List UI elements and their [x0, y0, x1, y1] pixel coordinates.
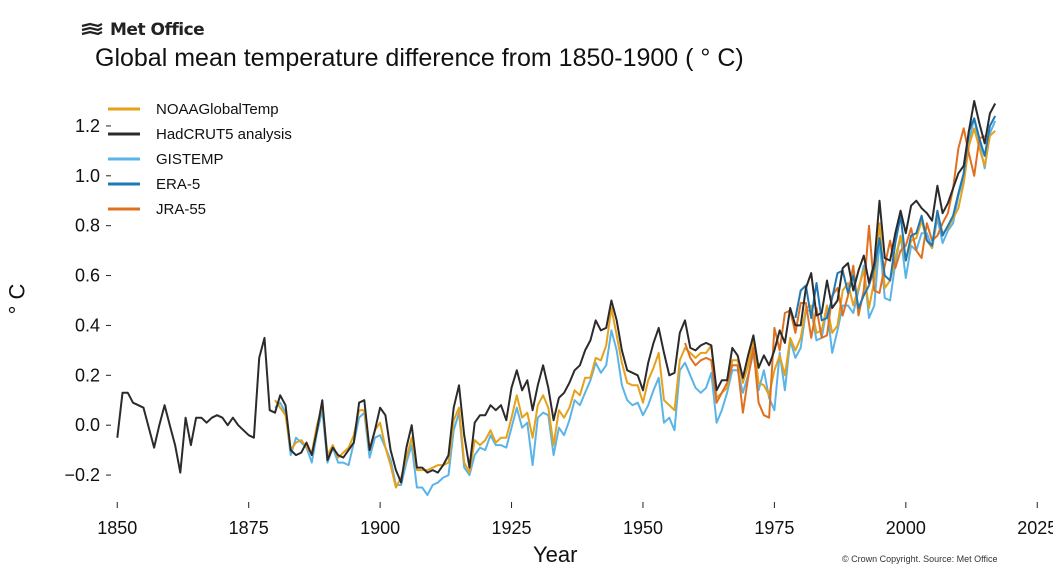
legend-label: HadCRUT5 analysis: [156, 126, 292, 143]
x-tick-label: 1900: [360, 518, 400, 538]
y-tick-label: 0.6: [75, 266, 100, 286]
y-tick-label: 0.4: [75, 315, 100, 335]
x-tick-label: 2025: [1017, 518, 1053, 538]
legend-label: JRA-55: [156, 201, 206, 218]
chart-axes: −0.2 0.0 0.2 0.4 0.6 0.8 1.0 1.2 1850 1875 1900 192…: [64, 116, 1053, 538]
y-tick-label: 0.8: [75, 216, 100, 236]
x-axis-label: Year: [533, 542, 578, 567]
series-line-era-5: [794, 115, 997, 322]
y-tick-label: 1.0: [75, 166, 100, 186]
chart-title: Global mean temperature difference from …: [95, 44, 744, 72]
legend-label: ERA-5: [156, 176, 200, 193]
x-tick-label: 1925: [492, 518, 532, 538]
legend-label: GISTEMP: [156, 151, 224, 168]
series-line-noaaglobaltemp: [274, 127, 996, 489]
series-line-jra-55: [684, 127, 986, 419]
x-tick-label: 1875: [229, 518, 269, 538]
y-tick-label: 0.0: [75, 415, 100, 435]
y-tick-label: −0.2: [64, 465, 100, 485]
series-line-hadcrut5-analysis: [116, 100, 997, 484]
x-tick-label: 2000: [886, 518, 926, 538]
met-office-logo-text: Met Office: [110, 20, 205, 40]
chart-series: [116, 100, 997, 496]
x-tick-label: 1850: [97, 518, 137, 538]
copyright-credit: © Crown Copyright. Source: Met Office: [842, 554, 998, 564]
y-tick-label: 0.2: [75, 365, 100, 385]
x-tick-label: 1975: [754, 518, 794, 538]
met-office-logo: Met Office: [80, 20, 205, 40]
met-office-wave-icon: [81, 22, 103, 36]
x-tick-label: 1950: [623, 518, 663, 538]
y-tick-label: 1.2: [75, 116, 100, 136]
legend-label: NOAAGlobalTemp: [156, 101, 279, 118]
chart-legend: NOAAGlobalTemp HadCRUT5 analysis GISTEMP ER…: [108, 101, 292, 218]
